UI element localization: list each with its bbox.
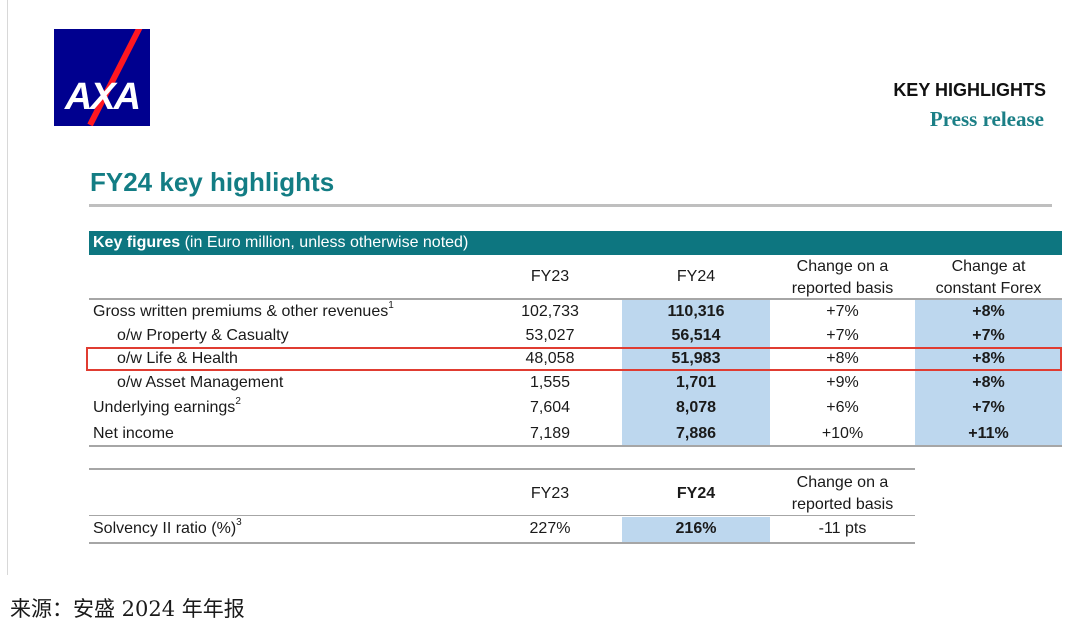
cell-fy24: 110,316 — [667, 303, 725, 320]
cell-fy23: 227% — [529, 520, 571, 537]
cell-change: +7% — [826, 327, 859, 344]
cell-fy23: 7,604 — [529, 399, 571, 416]
cell-change: +9% — [826, 374, 859, 391]
solvency-header-fy24: FY24 — [676, 485, 716, 502]
title-divider — [89, 204, 1052, 207]
logo-text: AXA — [64, 76, 141, 118]
solvency-top-rule — [89, 468, 915, 470]
solvency-header-rule — [89, 515, 915, 516]
solvency-header-change-line2: reported basis — [791, 496, 894, 513]
cell-fy23: 7,189 — [529, 425, 571, 442]
fy24-highlight-column — [622, 300, 770, 445]
col-header-change-reported-line1: Change on a — [796, 258, 889, 275]
col-header-change-forex-line2: constant Forex — [935, 280, 1042, 297]
row-label: Net income — [93, 425, 174, 442]
cell-forex: +7% — [972, 399, 1005, 416]
cell-fy23: 102,733 — [521, 303, 579, 320]
cell-change: +8% — [826, 350, 859, 367]
cell-fy24: 8,078 — [675, 399, 717, 416]
col-header-change-forex-line1: Change at — [951, 258, 1026, 275]
cell-fy24: 56,514 — [671, 327, 721, 344]
cell-forex: +8% — [972, 374, 1005, 391]
row-label: Gross written premiums & other revenues1 — [93, 300, 394, 320]
col-header-change-forex: Change at constant Forex — [915, 256, 1062, 300]
table-bottom-rule — [89, 445, 1062, 447]
row-label: o/w Asset Management — [117, 374, 284, 391]
row-label: Solvency II ratio (%)3 — [93, 517, 242, 537]
col-header-fy24: FY24 — [676, 268, 716, 285]
col-header-change-reported-line2: reported basis — [791, 280, 894, 297]
cell-fy23: 53,027 — [525, 327, 575, 344]
cell-forex: +7% — [972, 327, 1005, 344]
life-health-highlight-box — [86, 347, 1062, 371]
header-rule — [89, 298, 1062, 300]
key-figures-band: Key figures (in Euro million, unless oth… — [89, 231, 1062, 255]
cell-change: -11 pts — [818, 520, 867, 537]
solvency-bottom-rule — [89, 542, 915, 544]
col-header-change-reported: Change on a reported basis — [770, 256, 915, 300]
forex-highlight-column — [915, 300, 1062, 445]
row-label: Underlying earnings2 — [93, 396, 241, 416]
cell-fy24: 51,983 — [671, 350, 721, 367]
cell-fy24: 216% — [675, 520, 717, 537]
axa-logo: AXA — [54, 29, 150, 126]
solvency-header-change: Change on a reported basis — [770, 472, 915, 516]
cell-fy24: 7,886 — [675, 425, 717, 442]
key-figures-label: Key figures — [93, 234, 181, 251]
cell-forex: +8% — [972, 303, 1005, 320]
press-release-label: Press release — [929, 107, 1044, 131]
solvency-header-fy23: FY23 — [530, 485, 570, 502]
cell-forex: +8% — [972, 350, 1005, 367]
page-title: FY24 key highlights — [90, 167, 335, 197]
cell-fy24: 1,701 — [675, 374, 717, 391]
key-highlights-label: KEY HIGHLIGHTS — [893, 80, 1046, 100]
source-note: 来源：安盛 2024 年年报 — [10, 597, 245, 621]
col-header-fy23: FY23 — [530, 268, 570, 285]
cell-change: +6% — [826, 399, 859, 416]
key-figures-note: (in Euro million, unless otherwise noted… — [180, 234, 469, 251]
page-left-border — [7, 0, 8, 575]
solvency-fy24-highlight — [622, 517, 770, 542]
cell-fy23: 48,058 — [525, 350, 575, 367]
row-label: o/w Property & Casualty — [117, 327, 289, 344]
cell-forex: +11% — [968, 425, 1009, 442]
row-label: o/w Life & Health — [117, 350, 238, 367]
cell-fy23: 1,555 — [529, 374, 571, 391]
solvency-header-change-line1: Change on a — [796, 474, 889, 491]
cell-change: +7% — [826, 303, 859, 320]
cell-change: +10% — [821, 425, 864, 442]
